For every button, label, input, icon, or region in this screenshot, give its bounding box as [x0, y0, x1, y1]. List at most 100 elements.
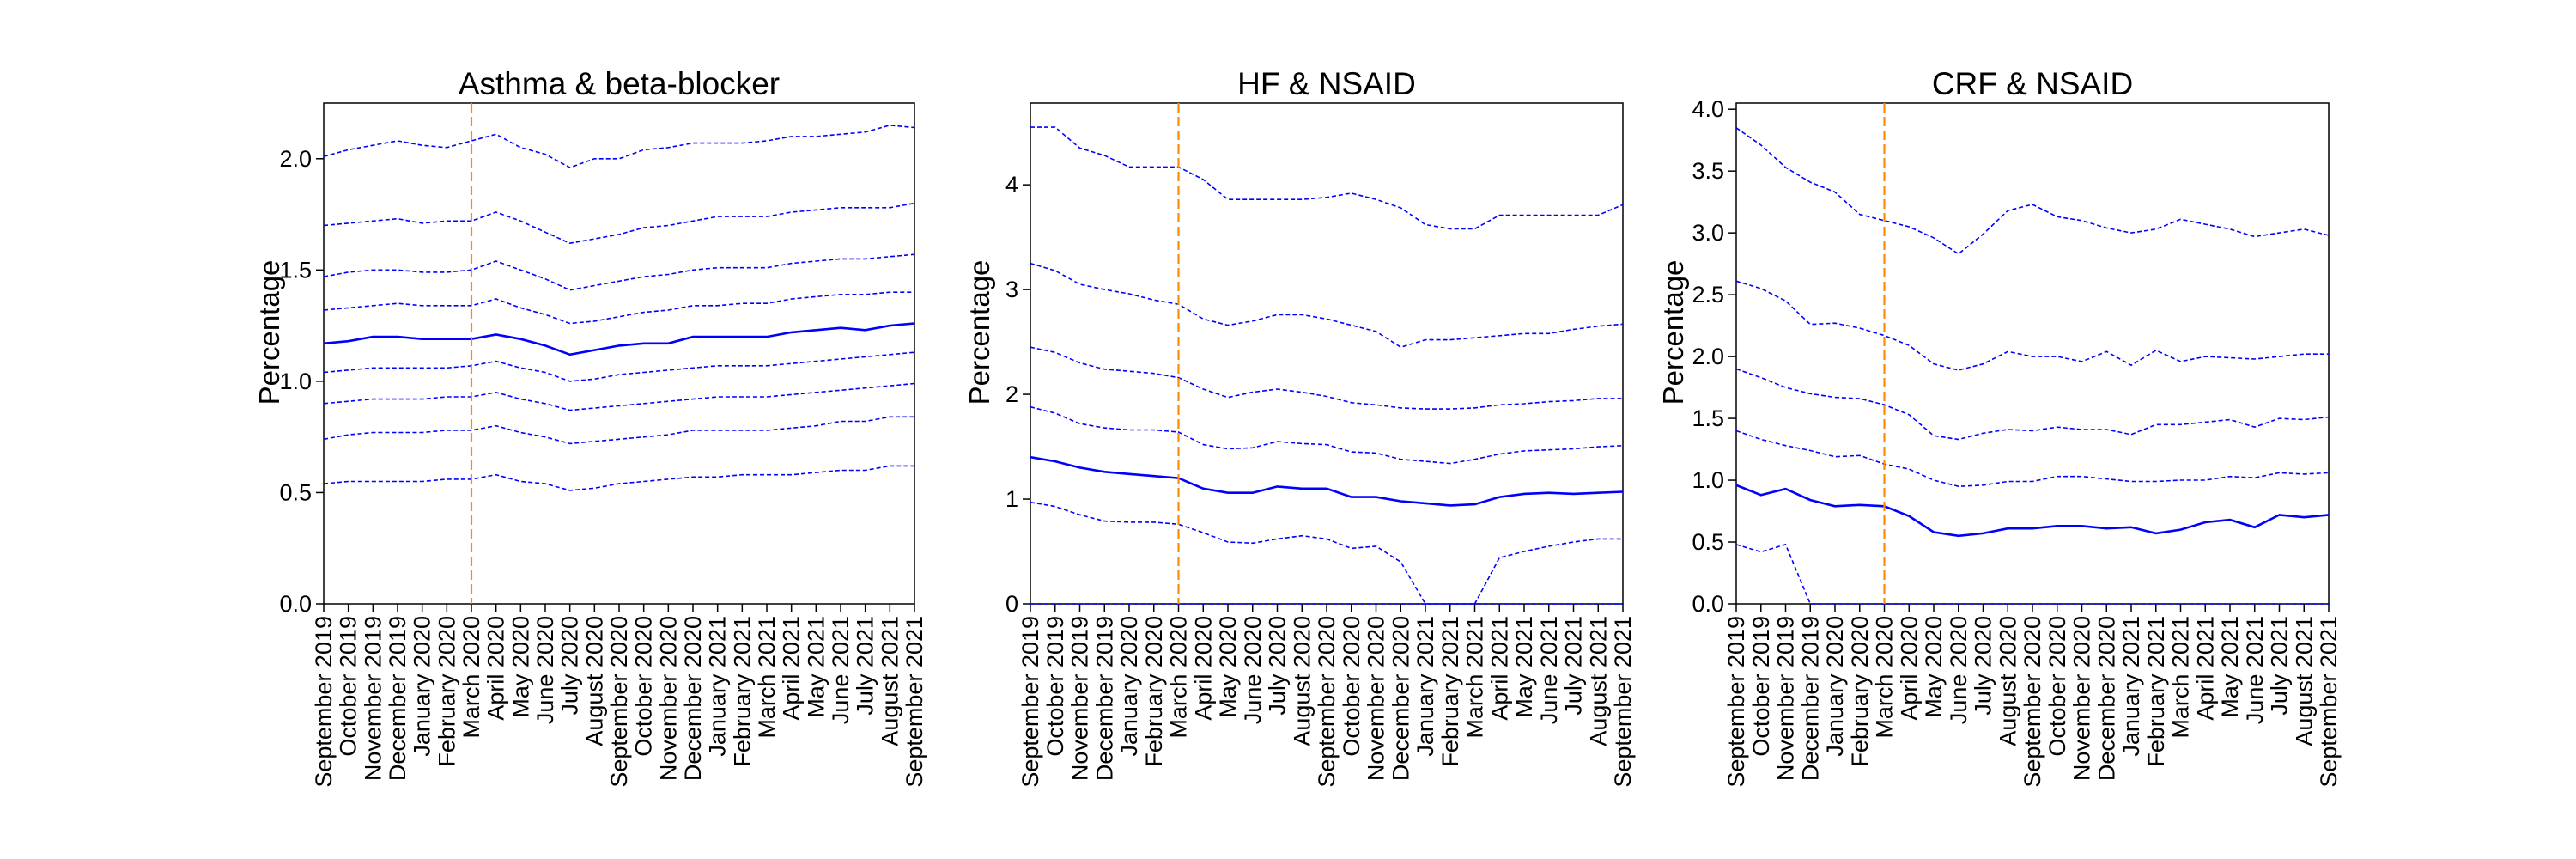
y-tick-label: 3: [1005, 277, 1018, 302]
x-tick-label: November 2019: [360, 616, 386, 781]
x-tick-label: October 2019: [336, 616, 361, 757]
y-tick-label: 1.0: [1692, 467, 1724, 493]
chart-crf-nsaid: CRF & NSAID Percentage 0.0 0.5 1.0 1.5 2.0 2.…: [1657, 66, 2342, 788]
series-line-dashed: [323, 202, 915, 245]
x-tick-label: August 2021: [1585, 616, 1611, 746]
x-tick-label: July 2020: [557, 616, 583, 716]
x-tick-label: April 2020: [1190, 616, 1216, 721]
x-tick-label: April 2020: [483, 616, 509, 721]
y-axis-label: Percentage: [963, 260, 995, 405]
x-tick-label: January 2020: [410, 616, 435, 757]
y-tick-label: 4: [1005, 172, 1018, 198]
x-tick-label: August 2021: [877, 616, 902, 746]
y-tick-label: 0.5: [279, 479, 312, 505]
x-tick-label: August 2020: [1289, 616, 1315, 746]
x-tick-label: March 2020: [1872, 616, 1898, 739]
y-tick-label: 3.5: [1692, 158, 1724, 184]
x-tick-label: September 2021: [2316, 616, 2342, 788]
series-line-dashed: [1735, 543, 2329, 605]
y-tick-label: 2.0: [1692, 344, 1724, 369]
series-line-dashed: [323, 382, 915, 411]
x-tick-label: January 2020: [1116, 616, 1142, 757]
series-line-dashed: [1735, 368, 2330, 441]
y-tick-label: 1.5: [1692, 405, 1724, 431]
y-tick-label: 2: [1005, 381, 1018, 407]
x-tick-label: January 2021: [705, 616, 731, 757]
x-tick-label: May 2020: [1215, 616, 1241, 718]
series-line-dashed: [1735, 430, 2330, 488]
x-tick-label: September 2021: [902, 616, 927, 788]
x-tick-label: October 2019: [1042, 616, 1068, 757]
series-line-dashed: [323, 351, 915, 382]
x-tick-label: November 2020: [655, 616, 681, 781]
x-tick-label: August 2021: [2291, 616, 2317, 746]
chart-title: Asthma & beta-blocker: [459, 66, 780, 101]
x-tick-label: July 2021: [1561, 616, 1587, 716]
chart-title: HF & NSAID: [1237, 66, 1416, 101]
x-tick-label: September 2020: [2020, 616, 2045, 788]
x-tick-label: March 2020: [1166, 616, 1192, 739]
chart-hf-nsaid: HF & NSAID Percentage 0 1 2 3 4 September 201…: [963, 66, 1636, 788]
x-tick-label: January 2021: [2118, 616, 2144, 757]
plot-area: 0.0 0.5 1.0 1.5 2.0 2.5 3.0 3.5 4.0 September 201…: [1692, 96, 2342, 787]
y-tick-label: 0.5: [1692, 529, 1724, 555]
y-tick-label: 0: [1005, 591, 1018, 617]
x-tick-label: December 2020: [2093, 616, 2119, 781]
series-line-dashed: [1030, 262, 1624, 349]
y-tick-label: 1.0: [279, 369, 312, 394]
x-tick-label: February 2020: [1141, 616, 1167, 767]
x-tick-label: December 2019: [1797, 616, 1823, 781]
x-tick-label: September 2020: [1314, 616, 1340, 788]
y-tick-label: 1.5: [279, 257, 312, 283]
series-line-dashed: [323, 253, 915, 291]
x-tick-label: December 2019: [385, 616, 410, 781]
x-tick-label: January 2020: [1822, 616, 1848, 757]
x-tick-label: September 2019: [1723, 616, 1749, 788]
x-tick-label: July 2021: [2267, 616, 2293, 716]
series-line-dashed: [1030, 501, 1623, 605]
x-tick-label: October 2020: [2044, 616, 2070, 757]
series-line-dashed: [323, 291, 914, 325]
x-tick-label: March 2021: [1462, 616, 1488, 739]
x-tick-label: March 2021: [2168, 616, 2194, 739]
series-line-dashed: [1030, 346, 1623, 410]
x-tick-label: October 2020: [631, 616, 657, 757]
x-tick-label: June 2020: [1240, 616, 1266, 724]
x-tick-label: June 2020: [1946, 616, 1971, 724]
x-tick-label: May 2021: [1511, 616, 1537, 718]
x-tick-label: August 2020: [1995, 616, 2020, 746]
y-tick-label: 0.0: [279, 591, 312, 617]
x-tick-label: April 2021: [1486, 616, 1512, 721]
chart-asthma-beta-blocker: Asthma & beta-blocker Percentage 0.0 0.5 1…: [253, 66, 927, 788]
x-tick-label: September 2019: [1018, 616, 1043, 788]
x-tick-label: April 2020: [1896, 616, 1922, 721]
series-line-dashed: [1030, 126, 1624, 230]
x-tick-label: January 2021: [1413, 616, 1438, 757]
series-line-dashed: [1735, 280, 2329, 371]
x-tick-label: December 2020: [1388, 616, 1413, 781]
x-tick-label: April 2021: [779, 616, 805, 721]
x-tick-label: November 2019: [1067, 616, 1093, 781]
x-tick-label: July 2021: [853, 616, 878, 716]
x-tick-label: May 2021: [2217, 616, 2243, 718]
x-tick-label: May 2020: [1921, 616, 1947, 718]
series-line-median: [1030, 455, 1624, 507]
series-line-dashed: [1735, 127, 2330, 255]
y-tick-label: 4.0: [1692, 96, 1724, 122]
series-line-dashed: [323, 416, 914, 445]
y-tick-label: 3.0: [1692, 220, 1724, 246]
x-tick-label: November 2020: [2069, 616, 2095, 781]
x-tick-label: July 2020: [1971, 616, 1996, 716]
series-line-median: [1735, 484, 2330, 538]
x-tick-label: August 2020: [581, 616, 607, 746]
x-tick-label: October 2019: [1748, 616, 1774, 757]
x-tick-label: May 2020: [507, 616, 533, 718]
x-tick-label: June 2021: [1536, 616, 1562, 724]
x-tick-label: November 2019: [1773, 616, 1799, 781]
x-tick-label: June 2020: [532, 616, 558, 724]
x-tick-label: December 2019: [1091, 616, 1117, 781]
chart-title: CRF & NSAID: [1932, 66, 2133, 101]
x-tick-label: March 2020: [459, 616, 484, 739]
